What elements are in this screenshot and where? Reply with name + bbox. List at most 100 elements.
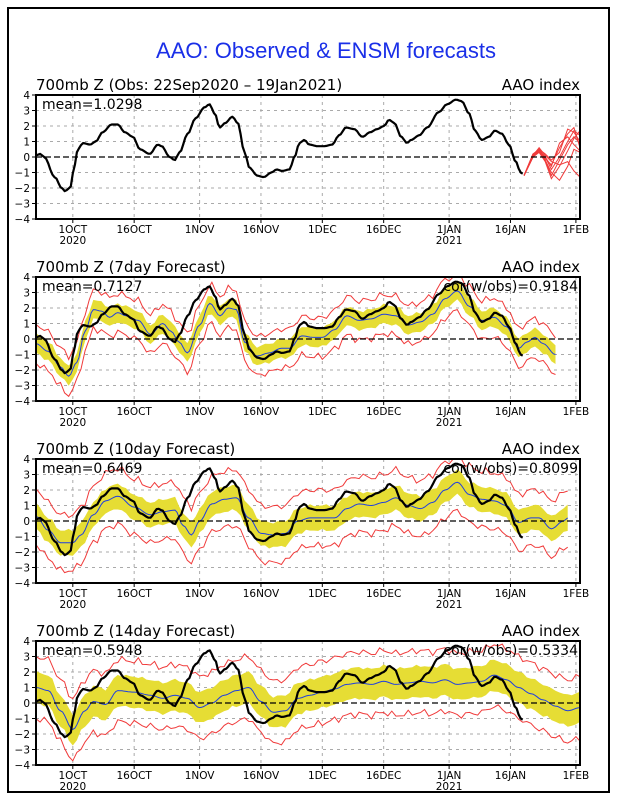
y-tick-label: 3 [23,288,30,300]
x-tick-year-label: 2021 [436,235,463,247]
mean-annotation: mean=0.5948 [42,643,142,659]
panel-title: 700mb Z (Obs: 22Sep2020 – 19Jan2021) [36,76,342,94]
x-tick-label: 16JAN [495,406,526,418]
y-tick-label: 4 [23,636,30,648]
panel-4: 700mb Z (14day Forecast) AAO index −4 −3 −2 −… [15,622,590,793]
x-tick-year-label: 2021 [436,781,463,793]
panel-index-label: AAO index [502,258,580,276]
x-tick-label: 16OCT [116,588,152,600]
panel-index-label: AAO index [502,76,580,94]
y-tick-label: 2 [23,303,30,315]
x-tick-label: 16OCT [116,224,152,236]
x-tick-label: 16OCT [116,770,152,782]
ensemble-member-line [523,129,581,176]
y-tick-label: −3 [15,745,30,757]
x-tick-label: 1NOV [185,588,216,600]
x-tick-label: 16NOV [243,588,280,600]
correlation-annotation: cor(w/obs)=0.5334 [443,643,578,659]
x-tick-label: 16JAN [495,770,526,782]
figure-frame [7,7,610,793]
y-tick-label: 4 [23,272,30,284]
x-tick-label: 1DEC [308,224,337,236]
x-tick-year-label: 2020 [59,599,86,611]
y-tick-label: −2 [15,729,30,741]
x-tick-label: 16OCT [116,406,152,418]
x-tick-label: 1OCT [58,406,87,418]
panel-index-label: AAO index [502,440,580,458]
ensemble-upper-bound-line [35,643,581,700]
y-tick-label: 2 [23,121,30,133]
y-tick-label: −1 [15,168,30,180]
y-tick-label: −3 [15,563,30,575]
correlation-annotation: cor(w/obs)=0.8099 [443,461,578,477]
y-tick-label: −2 [15,547,30,559]
y-tick-label: 3 [23,106,30,118]
y-tick-label: −3 [15,381,30,393]
y-tick-label: −2 [15,183,30,195]
x-tick-year-label: 2021 [436,599,463,611]
x-tick-label: 16JAN [495,588,526,600]
ensemble-member-line [523,136,581,177]
x-tick-label: 1NOV [185,406,216,418]
y-tick-label: 1 [23,319,30,331]
x-tick-label: 1DEC [308,406,337,418]
y-tick-label: 1 [23,137,30,149]
y-tick-label: 2 [23,667,30,679]
x-tick-label: 1FEB [563,770,590,782]
ensemble-lower-bound-line [35,508,568,574]
x-tick-label: 1FEB [563,588,590,600]
y-tick-label: −1 [15,532,30,544]
panel-title: 700mb Z (10day Forecast) [36,440,235,458]
x-tick-label: 16NOV [243,770,280,782]
mean-annotation: mean=1.0298 [42,97,142,113]
x-tick-label: 1OCT [58,588,87,600]
y-tick-label: −1 [15,714,30,726]
ensemble-spread-band [36,469,568,556]
x-tick-label: 1JAN [437,588,462,600]
y-tick-label: −4 [15,214,31,226]
x-tick-label: 16JAN [495,224,526,236]
y-tick-label: 0 [23,516,30,528]
panel-title: 700mb Z (14day Forecast) [36,622,235,640]
x-tick-label: 1NOV [185,224,216,236]
panel-2: 700mb Z (7day Forecast) AAO index −4 −3 −2 −1… [15,258,590,429]
x-tick-year-label: 2020 [59,781,86,793]
ensemble-upper-bound-line [35,458,568,519]
y-tick-label: 1 [23,683,30,695]
observed-line [35,644,524,739]
y-tick-label: 3 [23,470,30,482]
ensemble-upper-bound-line [35,276,556,361]
observed-line [35,280,524,375]
x-tick-label: 16NOV [243,406,280,418]
x-tick-label: 1JAN [437,224,462,236]
x-tick-label: 16DEC [366,406,401,418]
y-tick-label: −1 [15,350,30,362]
x-tick-year-label: 2020 [59,235,86,247]
y-tick-label: −4 [15,760,31,772]
y-tick-label: 4 [23,90,30,102]
x-tick-year-label: 2021 [436,417,463,429]
panel-index-label: AAO index [502,622,580,640]
ensemble-lower-bound-line [35,309,556,398]
x-tick-label: 1NOV [185,770,216,782]
panel-title: 700mb Z (7day Forecast) [36,258,226,276]
y-tick-label: −2 [15,365,30,377]
chart-title: AAO: Observed & ENSM forecasts [156,38,496,63]
x-tick-label: 1JAN [437,770,462,782]
x-tick-label: 1OCT [58,770,87,782]
correlation-annotation: cor(w/obs)=0.9184 [443,279,578,295]
ensemble-member-line [523,148,581,182]
x-tick-label: 16DEC [366,224,401,236]
ensemble-mean-line [35,674,581,730]
mean-annotation: mean=0.7127 [42,279,142,295]
observed-line [35,462,524,557]
x-tick-label: 1DEC [308,770,337,782]
y-tick-label: −4 [15,396,31,408]
x-tick-label: 1JAN [437,406,462,418]
panel-1: 700mb Z (Obs: 22Sep2020 – 19Jan2021) AAO … [15,76,590,247]
ensemble-lower-bound-line [35,704,581,762]
x-tick-label: 1OCT [58,224,87,236]
y-tick-label: 0 [23,334,30,346]
x-tick-label: 1FEB [563,406,590,418]
